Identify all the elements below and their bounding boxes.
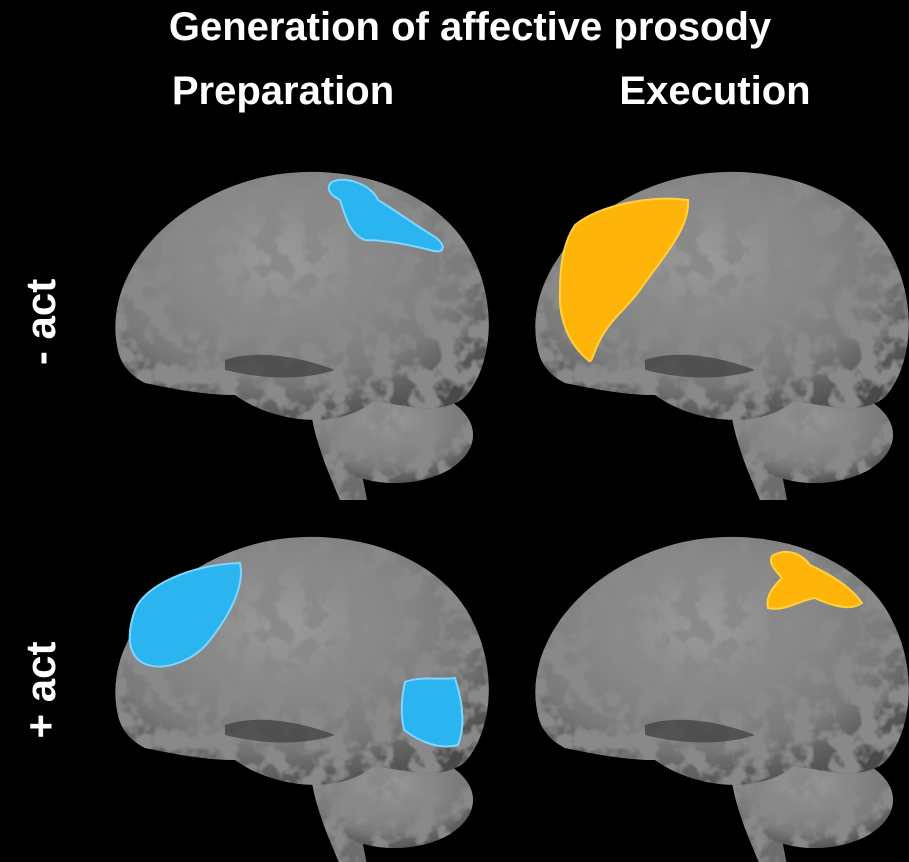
- brain-image: [535, 537, 908, 862]
- page: Generation of affective prosody Preparat…: [0, 0, 909, 862]
- column-header: Execution: [619, 69, 810, 113]
- column-header: Preparation: [172, 69, 394, 113]
- row-label: - act: [17, 279, 64, 365]
- figure-title: Generation of affective prosody: [169, 5, 772, 49]
- figure: Generation of affective prosody Preparat…: [0, 0, 909, 862]
- row-label: + act: [17, 642, 64, 739]
- brain-image: [115, 172, 488, 500]
